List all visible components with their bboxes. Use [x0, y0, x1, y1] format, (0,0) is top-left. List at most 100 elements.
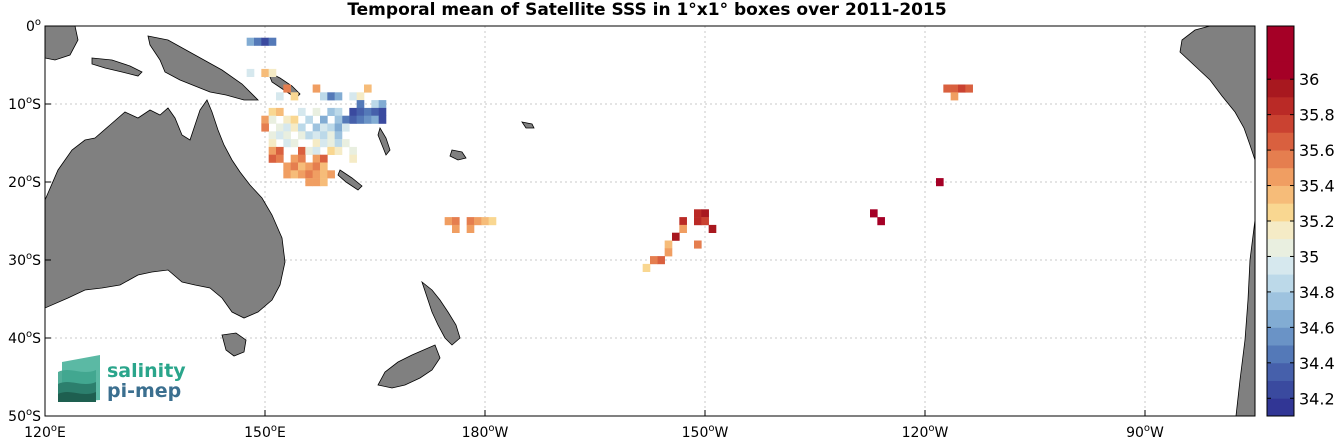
salinity-pi-mep-logo: salinity pi-mep	[58, 355, 186, 402]
sss-cell	[283, 123, 291, 132]
colorbar-swatch	[1267, 114, 1294, 133]
sss-cell	[261, 37, 269, 46]
sss-cell	[320, 170, 328, 179]
colorbar-swatches	[1267, 26, 1294, 417]
new-zealand-south	[377, 344, 441, 389]
sss-cell	[261, 123, 269, 132]
sss-cell	[290, 162, 299, 171]
x-tick-label: 90oW	[1126, 423, 1164, 438]
sss-cell	[342, 123, 350, 132]
plot-area: 120oE 150oE 180oW 150oW 120oW 90oW 0o 10oS 20oS…	[8, 17, 1256, 441]
sss-cell	[356, 92, 365, 101]
sss-cell	[320, 123, 328, 132]
x-tick-label: 120oW	[902, 423, 949, 438]
sss-cell	[268, 154, 277, 163]
sss-cell	[298, 146, 306, 155]
sss-cell	[488, 217, 497, 226]
sss-cell	[349, 115, 357, 124]
sss-cell	[950, 92, 959, 101]
sss-cell	[664, 248, 673, 257]
sss-cell	[349, 107, 357, 116]
australia	[45, 99, 286, 319]
colorbar-swatch	[1267, 203, 1294, 222]
sss-cell	[268, 37, 277, 46]
sss-cell	[276, 92, 284, 101]
colorbar-swatch	[1267, 96, 1294, 116]
sss-cell	[305, 178, 313, 187]
sss-cell	[320, 139, 328, 148]
sss-cell	[290, 170, 299, 179]
sss-cell	[290, 139, 299, 148]
sss-cell	[312, 178, 321, 187]
sss-cell	[283, 139, 291, 148]
colorbar-swatch	[1267, 221, 1294, 240]
colorbar-swatch	[1267, 380, 1294, 399]
sss-cell	[327, 139, 335, 148]
sss-cell	[312, 84, 321, 93]
sss-cell	[349, 146, 357, 155]
sss-cell	[481, 217, 489, 226]
sss-cell	[298, 162, 306, 171]
y-tick-label: 50oS	[8, 407, 41, 425]
sss-cell	[672, 232, 680, 241]
sss-cell	[305, 131, 313, 140]
sss-cell	[657, 256, 665, 265]
sss-cell	[268, 107, 277, 116]
sss-cell	[342, 115, 350, 124]
sss-cell	[290, 115, 299, 124]
sss-cell	[708, 224, 717, 233]
logo-line-1: salinity	[107, 360, 186, 382]
sss-cell	[334, 131, 343, 140]
sss-cell	[268, 68, 277, 77]
colorbar-tick-label: 36	[1299, 70, 1319, 89]
y-tick-label: 20oS	[8, 173, 41, 191]
sss-cell	[254, 37, 262, 46]
colorbar-swatch	[1267, 61, 1294, 80]
sss-cell	[268, 115, 277, 124]
y-tick-label: 10oS	[8, 95, 41, 113]
sss-cell	[246, 37, 255, 46]
colorbar-tick-label: 34.8	[1299, 283, 1335, 302]
sss-cell	[378, 115, 387, 124]
sss-cell	[327, 146, 335, 155]
sss-cell	[664, 240, 673, 249]
sss-cell	[320, 131, 328, 140]
chile-coast	[1235, 219, 1255, 416]
plot-frame	[44, 25, 1256, 417]
sss-cell	[268, 139, 277, 148]
sss-cell	[246, 68, 255, 77]
y-tick-label: 30oS	[8, 251, 41, 269]
sss-cell	[371, 107, 379, 116]
sss-cell	[701, 209, 709, 218]
sss-cell	[694, 209, 702, 218]
colorbar: 34.2 34.4 34.6 34.8 35 35.2 35.4 35.6 35.8 36	[1266, 25, 1335, 417]
sss-cell	[312, 123, 321, 132]
sss-cell	[444, 217, 453, 226]
y-axis-ticks: 0o 10oS 20oS 30oS 40oS 50oS	[8, 17, 51, 425]
sss-cell	[290, 123, 299, 132]
sss-cell	[283, 115, 291, 124]
sss-cell	[334, 146, 343, 155]
colorbar-swatch	[1267, 238, 1294, 257]
samoa	[521, 121, 535, 129]
colorbar-swatch	[1267, 79, 1294, 98]
colorbar-swatch	[1267, 132, 1294, 151]
sss-cell	[298, 123, 306, 132]
sss-cell	[283, 162, 291, 171]
colorbar-swatch	[1267, 256, 1294, 275]
sss-cell	[290, 154, 299, 163]
sss-cell	[320, 92, 328, 101]
sss-cell	[356, 107, 365, 116]
sss-cell	[320, 115, 328, 124]
sss-cell	[474, 217, 482, 226]
sss-cell	[349, 92, 357, 101]
x-axis-ticks: 120oE 150oE 180oW 150oW 120oW 90oW	[24, 410, 1164, 441]
colorbar-swatch	[1267, 345, 1294, 364]
tasmania	[221, 332, 247, 357]
sss-cell	[870, 209, 878, 218]
sss-cell	[679, 224, 687, 233]
colorbar-tick-label: 35.8	[1299, 106, 1335, 125]
sss-cell	[261, 68, 269, 77]
sss-cell	[958, 84, 966, 93]
sss-cell	[965, 84, 973, 93]
